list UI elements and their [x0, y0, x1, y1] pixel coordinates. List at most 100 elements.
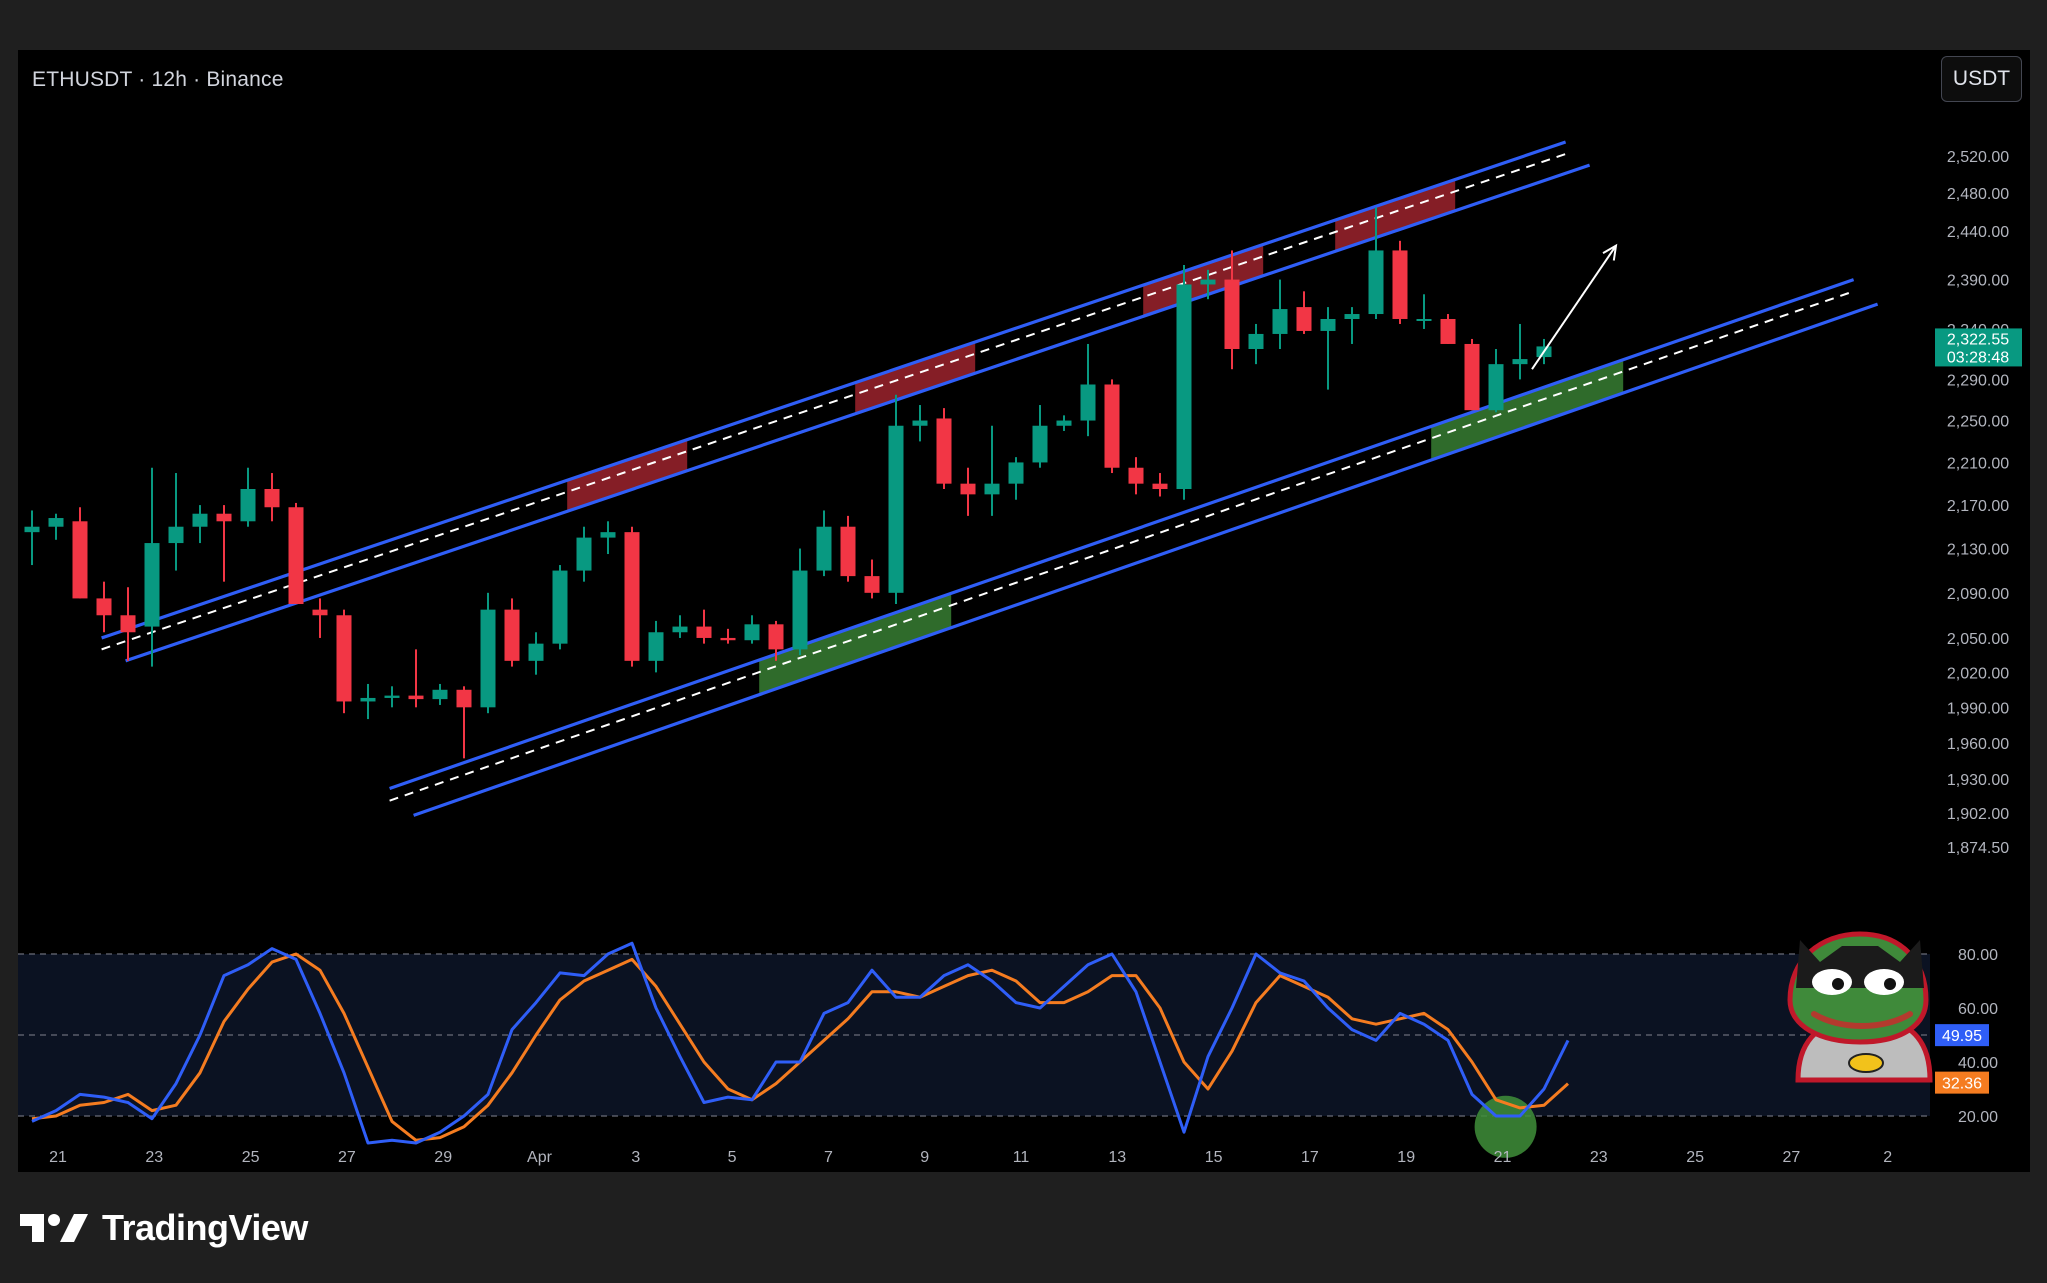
price-tick-label: 2,020.00: [1947, 665, 2009, 682]
candle-46: [1128, 457, 1144, 495]
zones: [567, 179, 1624, 695]
last-price-label: 2,322.55: [1947, 331, 2009, 348]
candle-body: [1440, 318, 1456, 344]
candle-38: [936, 408, 952, 490]
time-tick-label: 9: [920, 1149, 929, 1166]
candle-9: [240, 467, 256, 527]
candle-body: [240, 489, 256, 522]
candle-13: [336, 609, 352, 714]
candle-body: [72, 521, 88, 599]
time-tick-label: 23: [1590, 1149, 1608, 1166]
bat-emblem: [1848, 1053, 1884, 1073]
candle-body: [1104, 384, 1120, 468]
candle-body: [1008, 462, 1024, 484]
oscillator-band: [18, 954, 1930, 1116]
time-tick-label: 21: [49, 1149, 67, 1166]
candle-25: [624, 526, 640, 667]
price-tick-label: 1,902.00: [1947, 806, 2009, 823]
candle-19: [480, 592, 496, 714]
candle-body: [168, 526, 184, 544]
price-tick-label: 2,520.00: [1947, 149, 2009, 166]
price-tick-label: 2,170.00: [1947, 498, 2009, 515]
oscillator-tick-label: 20.00: [1958, 1109, 1998, 1126]
candle-body: [1224, 279, 1240, 349]
candle-body: [624, 532, 640, 661]
candle-body: [1152, 483, 1168, 490]
candle-body: [720, 637, 736, 641]
oscillator-background: [18, 954, 1930, 1116]
candles: [24, 207, 1552, 759]
candle-body: [24, 526, 40, 533]
candle-body: [792, 570, 808, 650]
oscillator-axis: 80.00 60.00 40.00 20.00 49.95 32.36: [1935, 947, 1998, 1126]
mascot-mouth: [1811, 1011, 1913, 1029]
candle-6: [168, 473, 184, 571]
candle-48: [1176, 264, 1192, 500]
candle-61: [1488, 348, 1504, 413]
candle-8: [216, 505, 232, 582]
countdown-label: 03:28:48: [1947, 349, 2009, 366]
tradingview-logo[interactable]: TradingView: [20, 1207, 308, 1248]
candle-body: [1080, 384, 1096, 421]
mascot-icon: [1787, 931, 1933, 1083]
candle-body: [648, 632, 664, 661]
price-tick-label: 2,050.00: [1947, 631, 2009, 648]
channel-0-midline: [101, 153, 1566, 651]
brand-wordmark: TradingView: [102, 1207, 308, 1248]
candle-50: [1224, 250, 1240, 370]
candle-body: [552, 570, 568, 644]
resistance-zone-1: [855, 342, 976, 414]
candle-62: [1512, 323, 1528, 380]
candle-body: [912, 420, 928, 426]
candle-body: [600, 532, 616, 538]
price-axis: 2,520.002,480.002,440.002,390.002,340.00…: [1935, 149, 2022, 857]
candle-4: [120, 587, 136, 661]
currency-button[interactable]: USDT: [1941, 56, 2022, 102]
candle-body: [1488, 364, 1504, 411]
arrow-head: [1602, 243, 1618, 261]
candle-53: [1296, 291, 1312, 334]
price-tick-label: 2,210.00: [1947, 455, 2009, 472]
oscillator-value-tag-0: [1935, 1024, 1989, 1047]
mascot-pupil-left: [1832, 978, 1844, 990]
candle-47: [1152, 473, 1168, 497]
candle-14: [360, 683, 376, 720]
candle-body: [1416, 318, 1432, 321]
stoch-k-line: [31, 941, 1570, 1145]
candle-10: [264, 473, 280, 522]
candle-body: [1200, 279, 1216, 285]
candle-40: [984, 425, 1000, 516]
candle-body: [1392, 250, 1408, 319]
time-tick-label: 21: [1494, 1149, 1512, 1166]
candle-35: [864, 559, 880, 599]
channel-0-lower-line: [125, 163, 1591, 663]
time-tick-label: 5: [728, 1149, 737, 1166]
support-zone-0: [759, 593, 952, 695]
candle-body: [120, 615, 136, 633]
candle-body: [1272, 309, 1288, 334]
oscillator-value-label: 32.36: [1942, 1076, 1982, 1093]
candle-1: [48, 513, 64, 540]
candle-11: [288, 502, 304, 605]
candle-45: [1104, 379, 1120, 474]
time-tick-label: 2: [1883, 1149, 1892, 1166]
candle-12: [312, 598, 328, 638]
candle-body: [1176, 284, 1192, 490]
candle-52: [1272, 279, 1288, 349]
time-tick-label: 25: [242, 1149, 260, 1166]
candle-body: [1320, 318, 1336, 331]
channel-1-midline: [389, 290, 1854, 802]
annotation-arrow: [1531, 243, 1618, 370]
candle-body: [1512, 359, 1528, 365]
candle-5: [144, 467, 160, 667]
mascot-eye-left: [1812, 969, 1852, 995]
price-tick-label: 1,874.50: [1947, 840, 2009, 857]
candle-15: [384, 686, 400, 708]
candle-body: [384, 695, 400, 698]
candle-36: [888, 394, 904, 605]
candle-54: [1320, 307, 1336, 390]
arrow-shaft: [1531, 245, 1617, 370]
price-tick-label: 2,390.00: [1947, 273, 2009, 290]
last-price-tag: [1935, 328, 2022, 367]
